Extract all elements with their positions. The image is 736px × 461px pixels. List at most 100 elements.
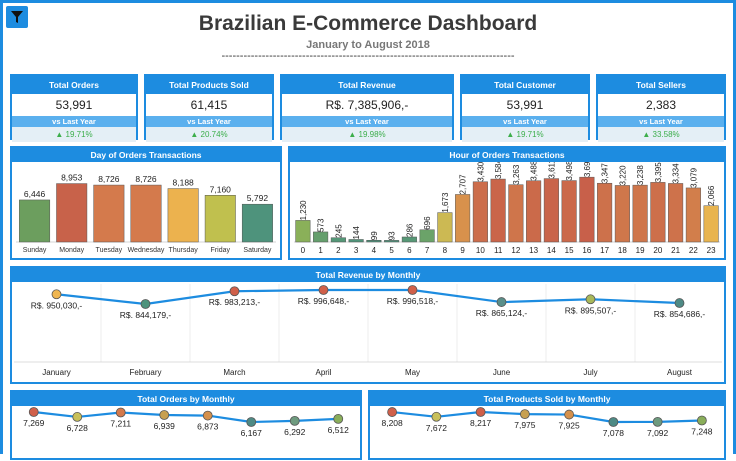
hour-chart: 1,230 0 573 1 245 2 144 3 99 4 93 5 286 6 696 7 1,673 8 2,… [294,157,720,255]
orders-line [33,410,339,424]
orders-point [289,415,300,426]
hour-tick-label: 18 [618,246,627,255]
revenue-point [674,298,685,308]
day-bar [93,184,125,243]
hour-tick-label: 5 [389,246,394,255]
hour-bar [685,187,701,243]
kpi-label: Total Products Sold [146,76,272,94]
hour-bar-label: 3,611 [547,162,556,179]
orders-point [333,413,344,424]
kpi-total-orders: Total Orders 53,991 vs Last Year ▲ 19.71… [10,74,138,142]
hour-tick-label: 20 [653,246,662,255]
hour-tick-label: 1 [318,246,323,255]
day-bar [167,188,199,243]
day-bar [204,195,236,243]
hour-bar [419,229,435,243]
kpi-sub: vs Last Year [12,116,136,127]
kpi-sub: vs Last Year [462,116,588,127]
day-bar [130,184,162,243]
divider: ----------------------------------------… [221,50,515,62]
products-point [475,407,486,417]
hour-tick-label: 3 [354,246,359,255]
hour-bar-label: 3,488 [530,162,539,181]
orders-point [115,407,126,418]
hour-bar-label: 3,334 [672,163,681,184]
orders-data-label: 6,167 [241,428,263,438]
hour-tick-label: 11 [494,246,503,255]
orders-data-label: 6,939 [154,421,176,431]
hour-tick-label: 13 [529,246,538,255]
day-tick-label: Tuesday [96,247,123,254]
revenue-data-label: R$. 895,507,- [565,305,617,315]
orders-point [28,407,39,417]
hour-bar [366,240,382,243]
filter-button[interactable] [6,6,28,28]
orders-point [159,410,170,420]
kpi-value: 53,991 [55,98,93,112]
kpi-total-sellers: Total Sellers 2,383 vs Last Year ▲ 33.58… [596,74,726,142]
revenue-line [56,288,680,306]
revenue-point [229,286,240,297]
hour-bar-label: 2,066 [707,185,716,206]
products-data-label: 7,092 [647,428,669,438]
kpi-label: Total Customer [462,76,588,94]
hour-bar-label: 3,584 [494,162,503,179]
revenue-data-label: R$. 996,518,- [387,296,439,306]
revenue-tick-label: February [129,368,161,377]
hour-bar-label: 696 [423,216,432,230]
revenue-chart: R$. 950,030,- January R$. 844,179,- Februar… [14,284,722,377]
revenue-point [585,294,596,305]
products-line [392,410,702,424]
hour-bar-label: 3,395 [654,162,663,182]
hour-bar [508,184,524,243]
day-tick-label: Thursday [169,247,199,254]
day-bar [241,203,273,243]
hour-tick-label: 12 [511,246,520,255]
revenue-point [496,297,507,307]
hour-tick-label: 17 [600,246,609,255]
products-point [608,417,619,427]
products-point [431,411,442,422]
hour-bar-label: 573 [317,218,326,232]
hour-tick-label: 10 [476,246,485,255]
products-data-label: 7,925 [558,421,580,431]
day-tick-label: Wednesday [128,247,165,254]
revenue-tick-label: May [405,368,420,377]
hour-bar [313,231,329,243]
hour-chart-panel: Hour of Orders Transactions 1,230 0 573 1 24… [288,146,726,260]
hour-bar [543,178,559,243]
products-chart: 8,208 7,672 8,217 7,975 7,925 7,078 7,092 7,248 [381,407,713,438]
orders-chart-panel: Total Orders by Monthly 7,269 6,728 7,211 6… [10,390,362,460]
orders-data-label: 6,873 [197,422,219,432]
orders-data-label: 6,292 [284,427,306,437]
kpi-sub: vs Last Year [146,116,272,127]
hour-tick-label: 19 [636,246,645,255]
hour-bar [668,183,684,243]
hour-bar-label: 3,430 [476,162,485,182]
hour-tick-label: 15 [565,246,574,255]
hour-tick-label: 21 [671,246,680,255]
orders-data-label: 6,728 [67,423,89,433]
kpi-value: R$. 7,385,906,- [325,98,409,112]
hour-bar [330,237,346,243]
page-title: Brazilian E-Commerce Dashboard [198,12,538,35]
hour-bar [437,212,453,243]
products-chart-title: Total Products Sold by Monthly [370,392,724,406]
kpi-change: ▲ 19.71% [462,127,588,142]
day-bar-label: 8,188 [173,178,195,188]
hour-tick-label: 6 [407,246,412,255]
hour-bar-label: 99 [370,231,379,240]
hour-bar [455,194,471,243]
page-subtitle: January to August 2018 [306,39,430,51]
kpi-sub: vs Last Year [598,116,724,127]
hour-bar-label: 3,692 [583,162,592,177]
products-data-label: 7,672 [426,423,448,433]
day-bar-label: 8,953 [61,173,83,183]
hour-bar [295,220,311,243]
revenue-point [407,285,418,295]
hour-tick-label: 14 [547,246,556,255]
hour-bar-label: 3,220 [618,165,627,186]
hour-bar [384,240,400,243]
orders-data-label: 7,211 [110,419,131,429]
